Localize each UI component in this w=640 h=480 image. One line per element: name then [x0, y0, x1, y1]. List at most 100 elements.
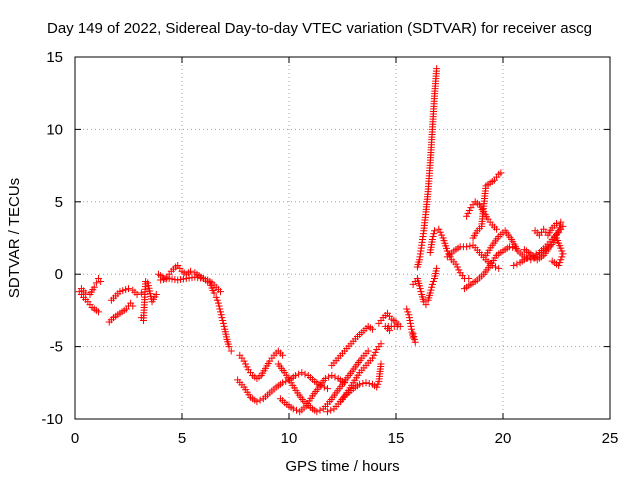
data-point — [217, 308, 225, 316]
data-point — [556, 221, 564, 229]
series-arc-j — [274, 347, 372, 416]
y-tick-label: -5 — [50, 339, 63, 356]
data-point — [365, 380, 373, 388]
data-point — [438, 231, 446, 239]
data-point — [505, 243, 513, 251]
data-point — [216, 305, 224, 313]
data-point — [374, 380, 382, 388]
data-point — [411, 335, 419, 343]
x-tick-label: 0 — [71, 430, 79, 447]
series-arc-e — [137, 277, 160, 325]
data-point — [240, 357, 248, 365]
x-tick-label: 25 — [602, 430, 619, 447]
data-point — [463, 243, 471, 251]
data-point — [407, 322, 415, 330]
data-point — [428, 235, 436, 243]
series-arc-d — [107, 285, 145, 304]
y-tick-label: 15 — [46, 49, 63, 66]
data-point — [405, 311, 413, 319]
data-point — [282, 377, 290, 385]
data-point — [331, 373, 339, 381]
data-point — [316, 406, 324, 414]
data-point — [291, 372, 299, 380]
data-point — [215, 302, 223, 310]
data-point — [137, 289, 145, 297]
data-point — [90, 283, 98, 291]
data-point — [219, 319, 227, 327]
series-arc-z — [520, 234, 567, 270]
data-point — [301, 370, 309, 378]
series-arc-r — [413, 65, 441, 271]
data-point — [427, 286, 435, 294]
data-point — [510, 262, 518, 270]
data-point — [555, 224, 563, 232]
y-tick-label: -10 — [41, 411, 63, 428]
chart-title: Day 149 of 2022, Sidereal Day-to-day VTE… — [47, 20, 592, 37]
data-point — [227, 347, 235, 355]
data-point — [513, 260, 521, 268]
data-point — [416, 285, 424, 293]
series-arc-n — [336, 360, 385, 406]
data-point — [404, 308, 412, 316]
data-point — [279, 379, 287, 387]
data-point — [213, 296, 221, 304]
data-point — [217, 311, 225, 319]
data-point — [225, 343, 233, 351]
data-point — [550, 234, 558, 242]
series-arc-l — [324, 340, 385, 416]
y-axis-label: SDTVAR / TECUs — [6, 178, 23, 298]
data-point — [466, 242, 474, 250]
data-point — [386, 327, 394, 335]
data-point — [417, 288, 425, 296]
data-point — [426, 289, 434, 297]
data-point — [328, 372, 336, 380]
data-point — [298, 369, 306, 377]
x-tick-label: 20 — [495, 430, 512, 447]
data-point — [341, 379, 349, 387]
data-point — [97, 277, 105, 285]
data-point — [295, 370, 303, 378]
y-tick-label: 0 — [55, 266, 63, 283]
tick-labels: 0 5 10 15 20 25 -10 -5 0 5 10 15 — [41, 49, 618, 447]
data-point — [416, 282, 424, 290]
data-point — [324, 408, 332, 416]
data-points — [75, 65, 567, 416]
data-point — [325, 373, 333, 381]
data-point — [133, 290, 141, 298]
data-point — [279, 351, 287, 359]
data-point — [526, 253, 534, 261]
data-point — [219, 317, 227, 325]
data-point — [464, 209, 472, 217]
data-point — [403, 305, 411, 313]
data-point — [256, 396, 264, 404]
series-arc-a — [75, 288, 103, 316]
series-arc-b — [77, 275, 105, 298]
data-point — [497, 169, 505, 177]
data-point — [557, 256, 565, 264]
data-point — [377, 340, 385, 348]
series-arc-za — [531, 218, 565, 242]
data-point — [465, 275, 473, 283]
series-arc-s — [426, 225, 473, 283]
data-point — [217, 288, 225, 296]
data-point — [406, 317, 414, 325]
series-arc-m — [328, 322, 376, 369]
data-point — [92, 279, 100, 287]
x-tick-label: 10 — [281, 430, 298, 447]
series-arc-o — [375, 309, 404, 335]
data-point — [129, 302, 137, 310]
data-point — [492, 263, 500, 271]
data-point — [289, 405, 297, 413]
data-point — [436, 228, 444, 236]
data-point — [465, 206, 473, 214]
data-point — [428, 280, 436, 288]
data-point — [220, 322, 228, 330]
data-point — [321, 374, 329, 382]
data-point — [370, 351, 378, 359]
data-point — [116, 288, 124, 296]
y-tick-label: 5 — [55, 194, 63, 211]
series-arc-x — [482, 227, 554, 264]
data-point — [243, 363, 251, 371]
data-point — [125, 285, 132, 293]
x-tick-label: 5 — [178, 430, 186, 447]
